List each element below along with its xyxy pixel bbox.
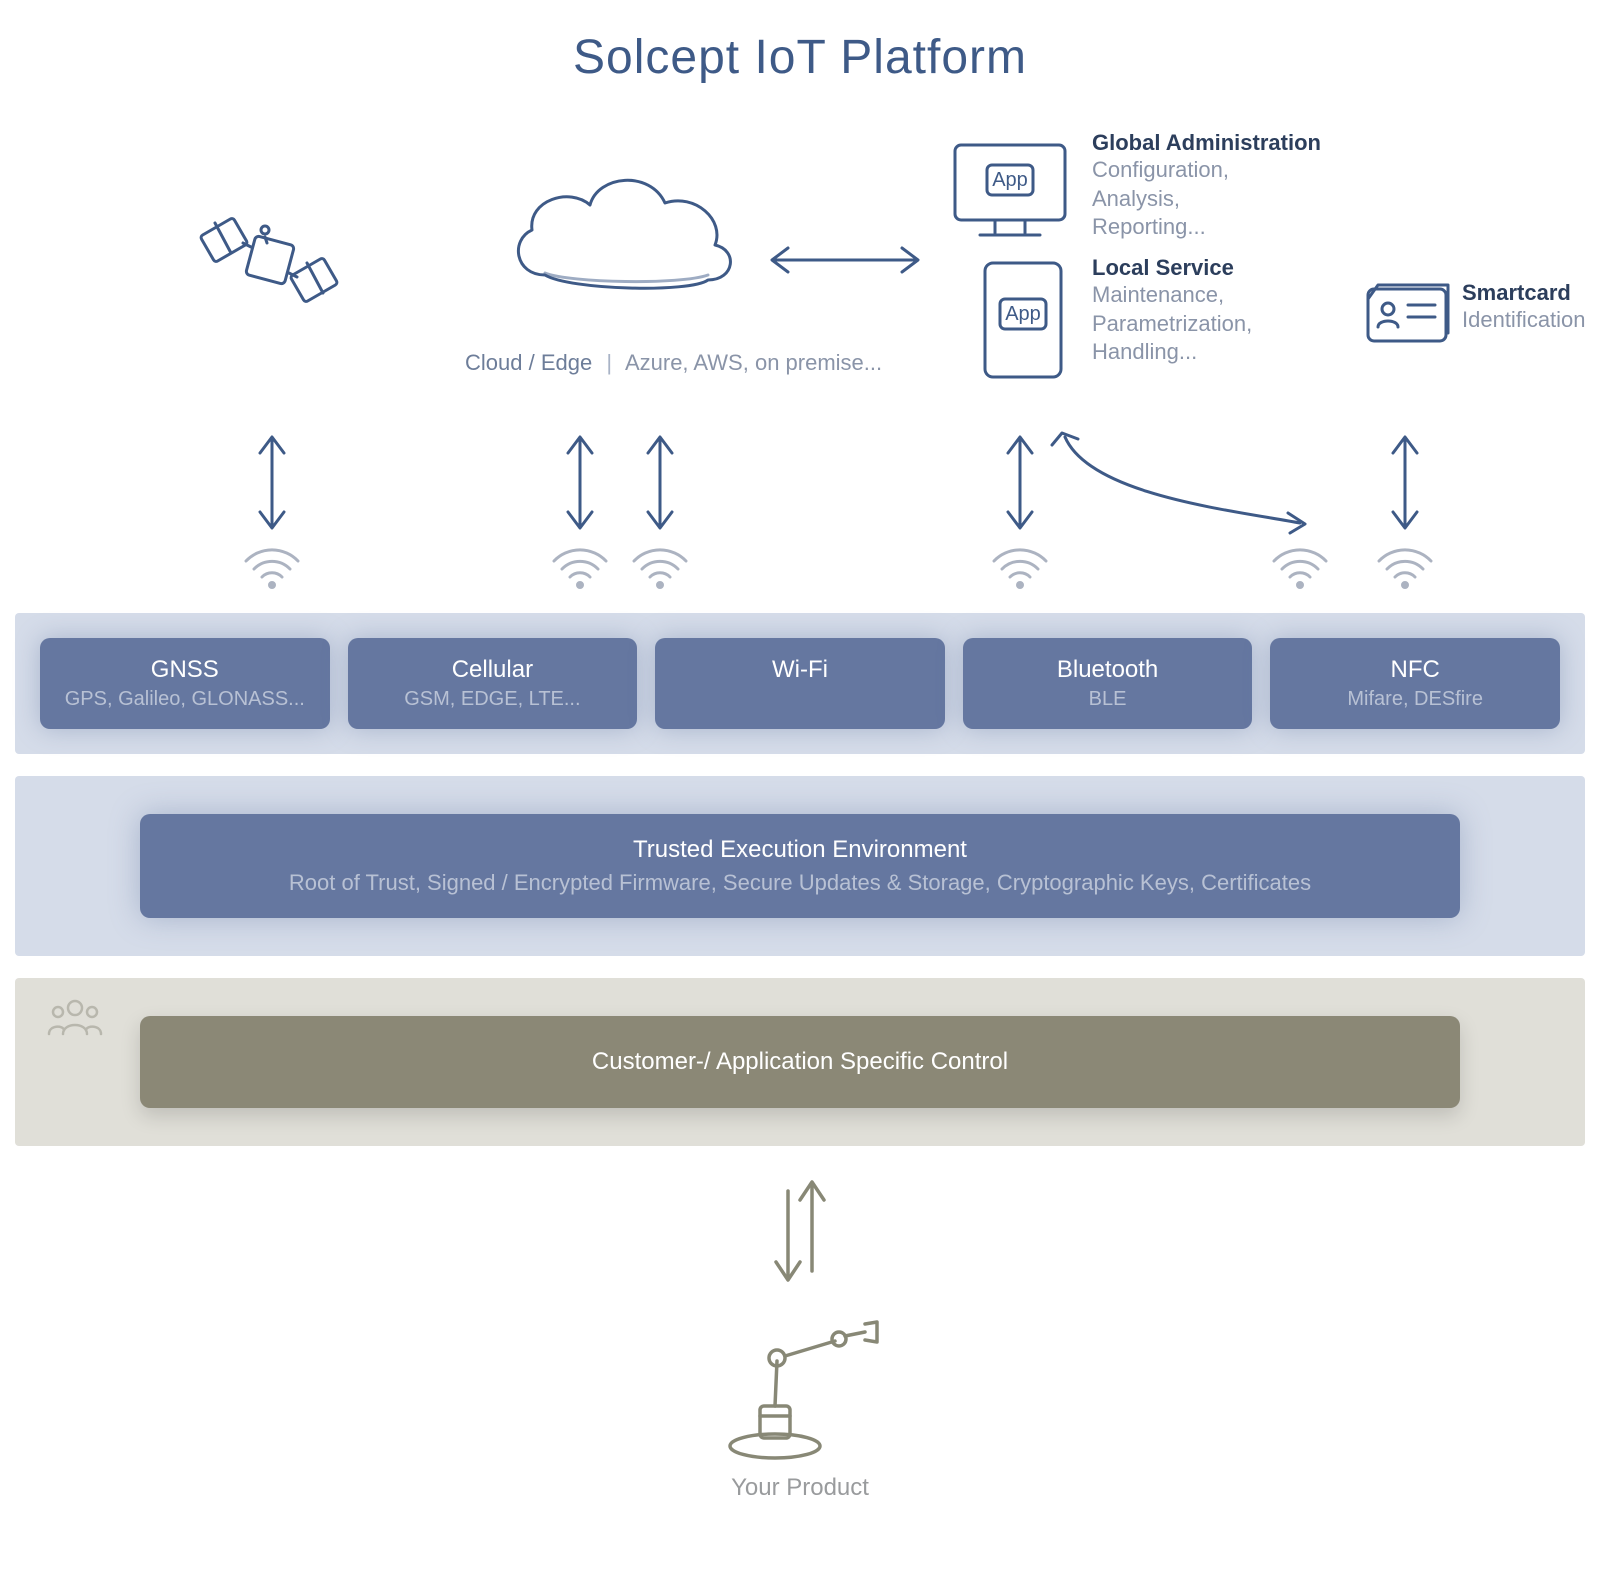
conn-title: NFC — [1280, 656, 1550, 684]
wifi-icons-row — [0, 545, 1600, 605]
cloud-icon — [490, 145, 750, 325]
top-icons-row: Cloud / Edge | Azure, AWS, on premise...… — [0, 145, 1600, 425]
connectivity-layer: GNSS GPS, Galileo, GLONASS... Cellular G… — [15, 613, 1585, 754]
smartcard-title: Smartcard — [1462, 280, 1586, 306]
local-service-sub: Maintenance, Parametrization, Handling..… — [1092, 281, 1252, 367]
conn-box-gnss: GNSS GPS, Galileo, GLONASS... — [40, 638, 330, 729]
vertical-arrows-row — [0, 425, 1600, 545]
customer-layer: Customer-/ Application Specific Control — [15, 978, 1585, 1146]
tee-sub: Root of Trust, Signed / Encrypted Firmwa… — [162, 870, 1438, 896]
cloud-label-right: Azure, AWS, on premise... — [625, 350, 882, 375]
conn-sub: Mifare, DESfire — [1280, 688, 1550, 711]
satellite-icon — [195, 185, 345, 335]
conn-title: Cellular — [358, 656, 628, 684]
conn-box-cellular: Cellular GSM, EDGE, LTE... — [348, 638, 638, 729]
conn-sub: BLE — [973, 688, 1243, 711]
global-admin-title: Global Administration — [1092, 130, 1321, 156]
page-title: Solcept IoT Platform — [0, 0, 1600, 85]
tee-layer: Trusted Execution Environment Root of Tr… — [15, 776, 1585, 956]
tee-box: Trusted Execution Environment Root of Tr… — [140, 814, 1460, 918]
smartcard-icon — [1360, 275, 1455, 350]
conn-sub: GPS, Galileo, GLONASS... — [50, 688, 320, 711]
smartcard-sub: Identification — [1462, 306, 1586, 335]
product-label: Your Product — [0, 1474, 1600, 1502]
local-service-labels: Local Service Maintenance, Parametrizati… — [1092, 255, 1252, 367]
global-admin-labels: Global Administration Configuration, Ana… — [1092, 130, 1321, 242]
divider: | — [606, 350, 612, 375]
svg-text:App: App — [1005, 303, 1041, 325]
customer-box: Customer-/ Application Specific Control — [140, 1016, 1460, 1108]
smartcard-labels: Smartcard Identification — [1462, 280, 1586, 335]
bottom-arrow-icon — [0, 1166, 1600, 1296]
product-section: Your Product — [0, 1306, 1600, 1502]
tee-title: Trusted Execution Environment — [162, 836, 1438, 864]
global-admin-sub: Configuration, Analysis, Reporting... — [1092, 156, 1321, 242]
people-icon — [45, 996, 105, 1041]
conn-box-bluetooth: Bluetooth BLE — [963, 638, 1253, 729]
local-service-title: Local Service — [1092, 255, 1252, 281]
conn-title: Wi-Fi — [665, 656, 935, 684]
cloud-label-left: Cloud / Edge — [465, 350, 592, 375]
customer-text: Customer-/ Application Specific Control — [172, 1048, 1428, 1076]
conn-title: Bluetooth — [973, 656, 1243, 684]
monitor-app-icon: App — [945, 135, 1075, 245]
conn-title: GNSS — [50, 656, 320, 684]
conn-box-nfc: NFC Mifare, DESfire — [1270, 638, 1560, 729]
svg-text:App: App — [992, 169, 1028, 191]
conn-sub: GSM, EDGE, LTE... — [358, 688, 628, 711]
tablet-app-icon: App — [973, 255, 1073, 385]
conn-box-wifi: Wi-Fi — [655, 638, 945, 729]
cloud-apps-arrow-icon — [760, 240, 930, 280]
cloud-label: Cloud / Edge | Azure, AWS, on premise... — [465, 350, 882, 376]
